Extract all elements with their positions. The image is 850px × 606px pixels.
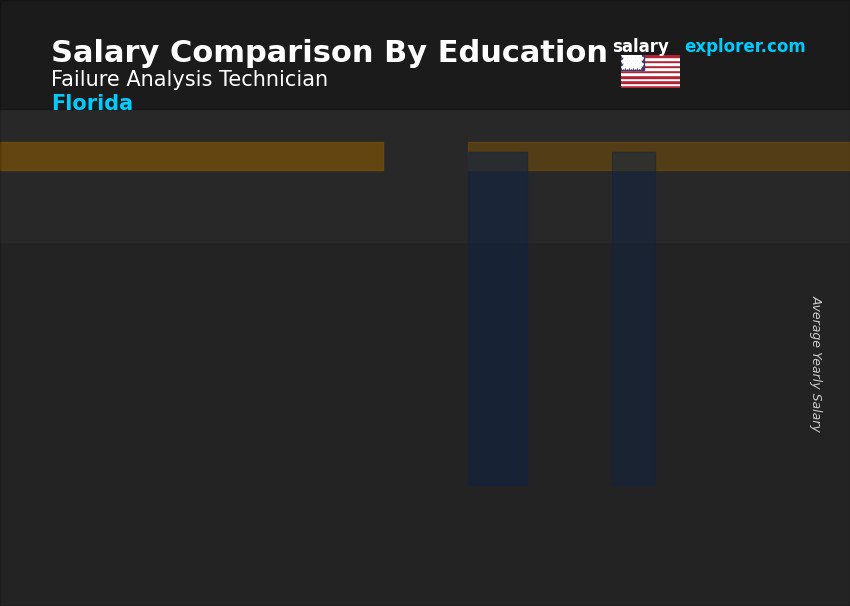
Text: Certificate or
Diploma: Certificate or Diploma [354, 545, 462, 584]
Text: +47%: +47% [234, 322, 332, 351]
Bar [584, 255, 686, 521]
Text: Bachelor's
Degree: Bachelor's Degree [592, 545, 677, 584]
Text: High School: High School [132, 545, 230, 563]
Bar [620, 70, 680, 73]
Bar [620, 78, 680, 80]
Bar [620, 62, 680, 65]
Bar [620, 59, 680, 62]
Bar [130, 401, 232, 405]
Bar [620, 55, 644, 70]
Text: explorer.com: explorer.com [684, 38, 806, 56]
Text: salary: salary [612, 38, 669, 56]
Text: 46,900 USD: 46,900 USD [346, 418, 437, 433]
Bar [620, 83, 680, 85]
Bar [620, 73, 680, 75]
Bar [620, 75, 680, 78]
Text: Average Yearly Salary: Average Yearly Salary [809, 295, 823, 432]
Text: Salary Comparison By Education: Salary Comparison By Education [51, 39, 608, 68]
Bar [620, 80, 680, 83]
Bar [584, 249, 686, 260]
Bar [0, 0, 850, 109]
Text: 72,000 USD: 72,000 USD [572, 367, 663, 382]
Bar [468, 152, 527, 485]
Text: Failure Analysis Technician: Failure Analysis Technician [51, 70, 328, 90]
Text: Florida: Florida [51, 94, 133, 114]
Bar [468, 142, 850, 170]
Bar [357, 344, 459, 351]
Text: 31,900 USD: 31,900 USD [119, 448, 210, 464]
Bar [620, 85, 680, 88]
Bar [459, 347, 471, 521]
Bar [620, 57, 680, 59]
Bar [612, 152, 654, 485]
Text: +53%: +53% [484, 229, 582, 258]
Bar [232, 403, 245, 521]
Bar [686, 255, 698, 521]
Bar [130, 403, 232, 521]
Bar [620, 67, 680, 70]
Bar [357, 347, 459, 521]
Bar [0, 142, 382, 170]
Bar [620, 65, 680, 67]
Bar [0, 0, 850, 242]
Bar [620, 55, 680, 57]
